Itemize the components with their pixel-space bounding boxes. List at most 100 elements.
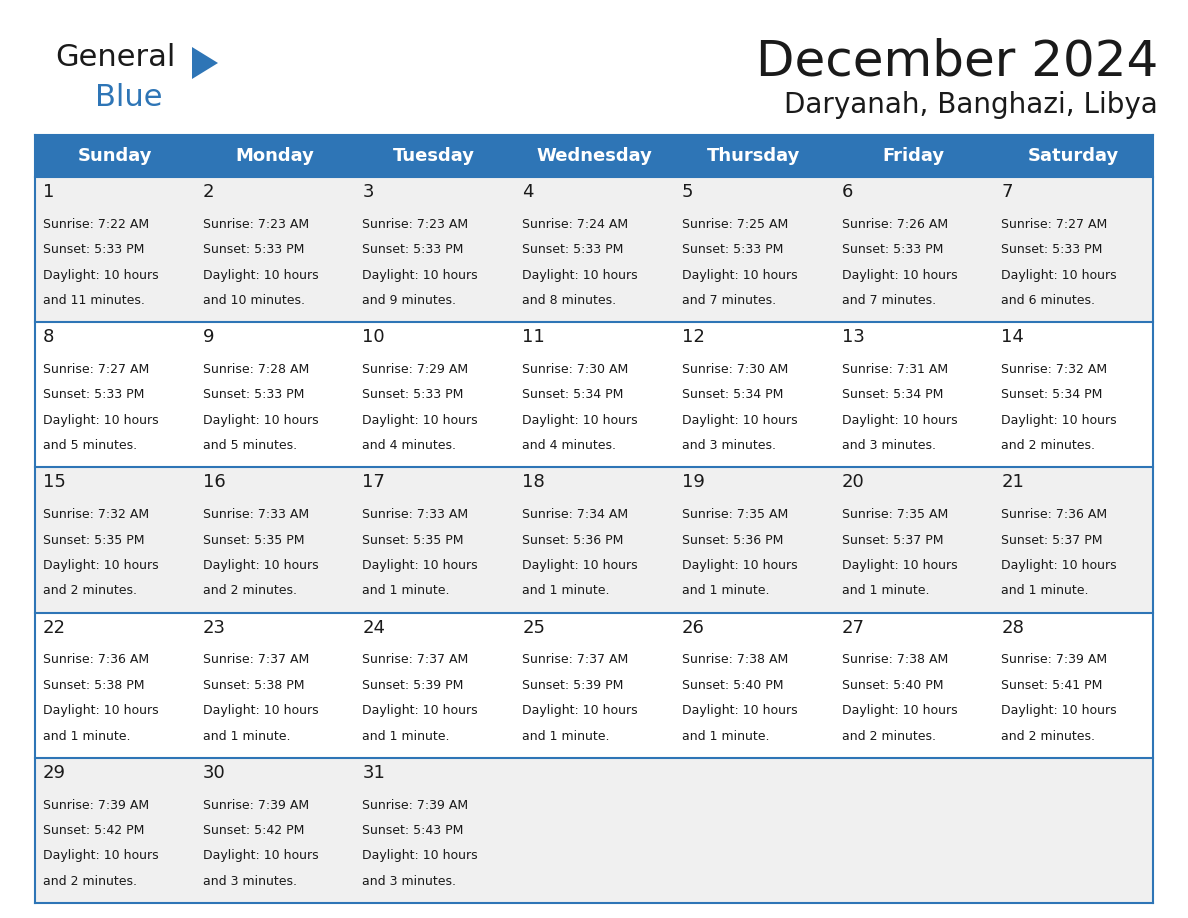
Text: Sunset: 5:42 PM: Sunset: 5:42 PM [43,824,145,837]
Bar [354,757,514,903]
Text: 27: 27 [841,619,865,636]
Text: 26: 26 [682,619,704,636]
Bar [834,322,993,467]
Text: and 2 minutes.: and 2 minutes. [1001,440,1095,453]
Text: 31: 31 [362,764,385,782]
Text: 13: 13 [841,329,865,346]
Text: and 2 minutes.: and 2 minutes. [1001,730,1095,743]
Text: Daylight: 10 hours: Daylight: 10 hours [203,414,318,427]
Text: 14: 14 [1001,329,1024,346]
Text: Sunset: 5:42 PM: Sunset: 5:42 PM [203,824,304,837]
Text: Thursday: Thursday [707,147,801,165]
Text: Sunset: 5:33 PM: Sunset: 5:33 PM [1001,243,1102,256]
Text: Daylight: 10 hours: Daylight: 10 hours [682,269,797,282]
Text: Daylight: 10 hours: Daylight: 10 hours [203,269,318,282]
Text: Daylight: 10 hours: Daylight: 10 hours [43,849,159,863]
Text: Sunset: 5:33 PM: Sunset: 5:33 PM [43,243,145,256]
Text: Sunrise: 7:30 AM: Sunrise: 7:30 AM [523,363,628,376]
Text: 19: 19 [682,474,704,491]
Bar [674,177,834,322]
Text: Sunset: 5:37 PM: Sunset: 5:37 PM [1001,533,1102,546]
Text: Daylight: 10 hours: Daylight: 10 hours [43,269,159,282]
Bar [514,467,674,612]
Text: 20: 20 [841,474,865,491]
Text: Sunset: 5:34 PM: Sunset: 5:34 PM [1001,388,1102,401]
Text: 16: 16 [203,474,226,491]
Text: 6: 6 [841,183,853,201]
Text: 8: 8 [43,329,55,346]
Text: Saturday: Saturday [1028,147,1119,165]
Text: 4: 4 [523,183,533,201]
Text: Sunrise: 7:39 AM: Sunrise: 7:39 AM [1001,654,1107,666]
Text: Sunset: 5:35 PM: Sunset: 5:35 PM [362,533,465,546]
Text: and 2 minutes.: and 2 minutes. [43,875,137,888]
Text: Sunset: 5:36 PM: Sunset: 5:36 PM [523,533,624,546]
Text: Sunset: 5:39 PM: Sunset: 5:39 PM [362,678,463,692]
Text: Daylight: 10 hours: Daylight: 10 hours [1001,414,1117,427]
Text: and 5 minutes.: and 5 minutes. [203,440,297,453]
Text: and 11 minutes.: and 11 minutes. [43,294,145,308]
Text: Daylight: 10 hours: Daylight: 10 hours [362,849,478,863]
Text: Sunset: 5:38 PM: Sunset: 5:38 PM [43,678,145,692]
Bar [993,467,1154,612]
Text: 18: 18 [523,474,545,491]
Text: Daylight: 10 hours: Daylight: 10 hours [203,704,318,717]
Bar [195,612,354,757]
Text: Sunrise: 7:25 AM: Sunrise: 7:25 AM [682,218,788,230]
Text: Sunrise: 7:39 AM: Sunrise: 7:39 AM [362,799,468,812]
Text: Sunrise: 7:39 AM: Sunrise: 7:39 AM [43,799,150,812]
Text: and 2 minutes.: and 2 minutes. [43,585,137,598]
Text: Daylight: 10 hours: Daylight: 10 hours [362,269,478,282]
Text: and 7 minutes.: and 7 minutes. [682,294,776,308]
Bar [195,757,354,903]
Text: and 1 minute.: and 1 minute. [523,730,609,743]
Text: Sunset: 5:34 PM: Sunset: 5:34 PM [841,388,943,401]
Text: Daylight: 10 hours: Daylight: 10 hours [682,704,797,717]
Text: 9: 9 [203,329,214,346]
Text: Sunrise: 7:33 AM: Sunrise: 7:33 AM [203,509,309,521]
Text: Daylight: 10 hours: Daylight: 10 hours [1001,559,1117,572]
Text: Sunset: 5:33 PM: Sunset: 5:33 PM [203,388,304,401]
Text: Sunset: 5:33 PM: Sunset: 5:33 PM [43,388,145,401]
Bar [514,322,674,467]
Text: Sunrise: 7:29 AM: Sunrise: 7:29 AM [362,363,468,376]
Text: and 1 minute.: and 1 minute. [523,585,609,598]
Text: and 3 minutes.: and 3 minutes. [682,440,776,453]
Text: Daylight: 10 hours: Daylight: 10 hours [362,559,478,572]
Text: and 1 minute.: and 1 minute. [362,585,450,598]
Bar [993,177,1154,322]
Text: Daylight: 10 hours: Daylight: 10 hours [362,414,478,427]
Bar [993,135,1154,177]
Text: Sunrise: 7:26 AM: Sunrise: 7:26 AM [841,218,948,230]
Text: Sunrise: 7:36 AM: Sunrise: 7:36 AM [43,654,150,666]
Text: and 2 minutes.: and 2 minutes. [841,730,936,743]
Text: Daylight: 10 hours: Daylight: 10 hours [1001,269,1117,282]
Text: 7: 7 [1001,183,1013,201]
Bar [354,177,514,322]
Text: Sunrise: 7:37 AM: Sunrise: 7:37 AM [203,654,309,666]
Text: Sunset: 5:37 PM: Sunset: 5:37 PM [841,533,943,546]
Text: 3: 3 [362,183,374,201]
Text: Sunset: 5:40 PM: Sunset: 5:40 PM [682,678,783,692]
Text: 24: 24 [362,619,385,636]
Text: 23: 23 [203,619,226,636]
Bar [674,467,834,612]
Text: 5: 5 [682,183,694,201]
Text: Sunset: 5:38 PM: Sunset: 5:38 PM [203,678,304,692]
Text: Sunrise: 7:35 AM: Sunrise: 7:35 AM [841,509,948,521]
Text: 2: 2 [203,183,214,201]
Text: Sunset: 5:33 PM: Sunset: 5:33 PM [523,243,624,256]
Text: Daylight: 10 hours: Daylight: 10 hours [841,269,958,282]
Bar [195,467,354,612]
Bar [514,135,674,177]
Text: 11: 11 [523,329,545,346]
Bar [674,322,834,467]
Text: Daylight: 10 hours: Daylight: 10 hours [523,704,638,717]
Text: Sunset: 5:33 PM: Sunset: 5:33 PM [362,388,463,401]
Text: and 8 minutes.: and 8 minutes. [523,294,617,308]
Text: 25: 25 [523,619,545,636]
Text: Sunset: 5:33 PM: Sunset: 5:33 PM [841,243,943,256]
Text: Daylight: 10 hours: Daylight: 10 hours [682,414,797,427]
Bar [34,612,195,757]
Bar [834,177,993,322]
